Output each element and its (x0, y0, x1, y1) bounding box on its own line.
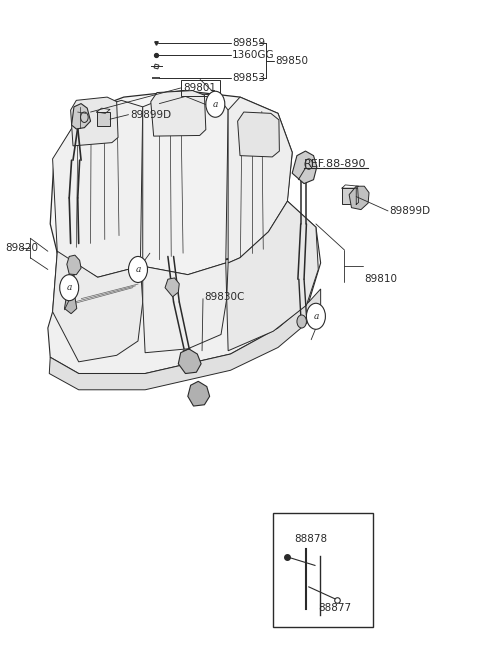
Text: a: a (135, 265, 141, 274)
Polygon shape (179, 349, 201, 373)
Text: 89820: 89820 (5, 243, 38, 253)
Circle shape (60, 275, 79, 300)
Polygon shape (188, 381, 210, 406)
Bar (96, 112, 110, 127)
Text: 88878: 88878 (295, 535, 328, 544)
Bar (273, 514, 373, 627)
Text: 89850: 89850 (276, 56, 309, 66)
Polygon shape (151, 91, 206, 136)
Text: 89830C: 89830C (204, 292, 245, 302)
Polygon shape (292, 151, 317, 184)
Text: 88877: 88877 (318, 603, 351, 613)
Bar (342, 188, 356, 205)
Text: 89853: 89853 (232, 73, 265, 83)
Polygon shape (49, 289, 321, 390)
Text: 89801: 89801 (184, 83, 216, 93)
Polygon shape (165, 278, 179, 297)
Text: REF.88-890: REF.88-890 (304, 159, 367, 169)
Circle shape (129, 256, 147, 283)
Polygon shape (71, 97, 118, 146)
Text: 89899D: 89899D (389, 206, 431, 216)
Polygon shape (50, 91, 292, 276)
Polygon shape (53, 251, 143, 362)
Polygon shape (67, 255, 81, 275)
Circle shape (276, 516, 294, 539)
Polygon shape (64, 297, 77, 314)
Text: 89859: 89859 (232, 38, 265, 48)
Polygon shape (48, 201, 321, 373)
Circle shape (297, 315, 306, 328)
Text: 89810: 89810 (364, 274, 397, 284)
Text: a: a (313, 312, 319, 321)
Text: 1360GG: 1360GG (232, 50, 275, 60)
Bar (180, 79, 219, 96)
Text: a: a (213, 100, 218, 109)
Polygon shape (349, 186, 369, 210)
Polygon shape (143, 263, 227, 353)
Polygon shape (228, 97, 292, 263)
Polygon shape (143, 92, 228, 275)
Text: a: a (67, 283, 72, 292)
Polygon shape (227, 201, 318, 351)
Circle shape (306, 303, 325, 329)
Circle shape (206, 91, 225, 117)
Text: 89899D: 89899D (130, 110, 171, 119)
Text: a: a (282, 523, 288, 532)
Polygon shape (72, 104, 91, 129)
Polygon shape (53, 100, 143, 277)
Polygon shape (238, 112, 279, 157)
